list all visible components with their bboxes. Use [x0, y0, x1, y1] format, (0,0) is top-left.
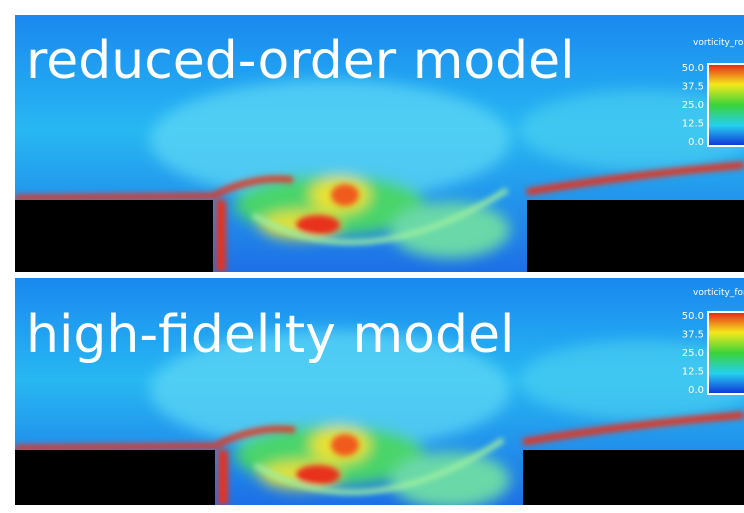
- colorbar-tick-label: 12.5: [682, 119, 704, 130]
- colorbar-tick-label: 37.5: [682, 330, 704, 341]
- colorbar-tick-label: 12.5: [682, 367, 704, 378]
- colorbar-tick-label: 37.5: [682, 82, 704, 93]
- red-core: [296, 215, 340, 235]
- red-core: [331, 434, 359, 456]
- colorbar-tick-label: 0.0: [688, 137, 704, 148]
- right-step: [523, 450, 744, 505]
- panel-title: high-fidelity model: [26, 305, 514, 365]
- left-step: [15, 200, 213, 272]
- colorbar-tick-label: 25.0: [682, 348, 704, 359]
- left-step: [15, 450, 215, 505]
- colorbar-tick-label: 25.0: [682, 100, 704, 111]
- colorbar-tick-label: 50.0: [682, 311, 704, 322]
- colorbar: [708, 64, 744, 146]
- red-core: [331, 184, 359, 206]
- right-step: [527, 200, 744, 272]
- colorbar-label: vorticity_rom: [693, 38, 744, 48]
- panel-title: reduced-order model: [26, 31, 575, 91]
- colorbar: [708, 312, 744, 394]
- colorbar-label: vorticity_fom: [693, 288, 744, 298]
- figure: reduced-order model vorticity_rom 50.0 37.5…: [0, 0, 744, 513]
- red-core: [296, 465, 340, 485]
- green-region: [390, 452, 510, 508]
- colorbar-tick-label: 50.0: [682, 63, 704, 74]
- colorbar-tick-label: 0.0: [688, 385, 704, 396]
- green-region: [390, 202, 510, 258]
